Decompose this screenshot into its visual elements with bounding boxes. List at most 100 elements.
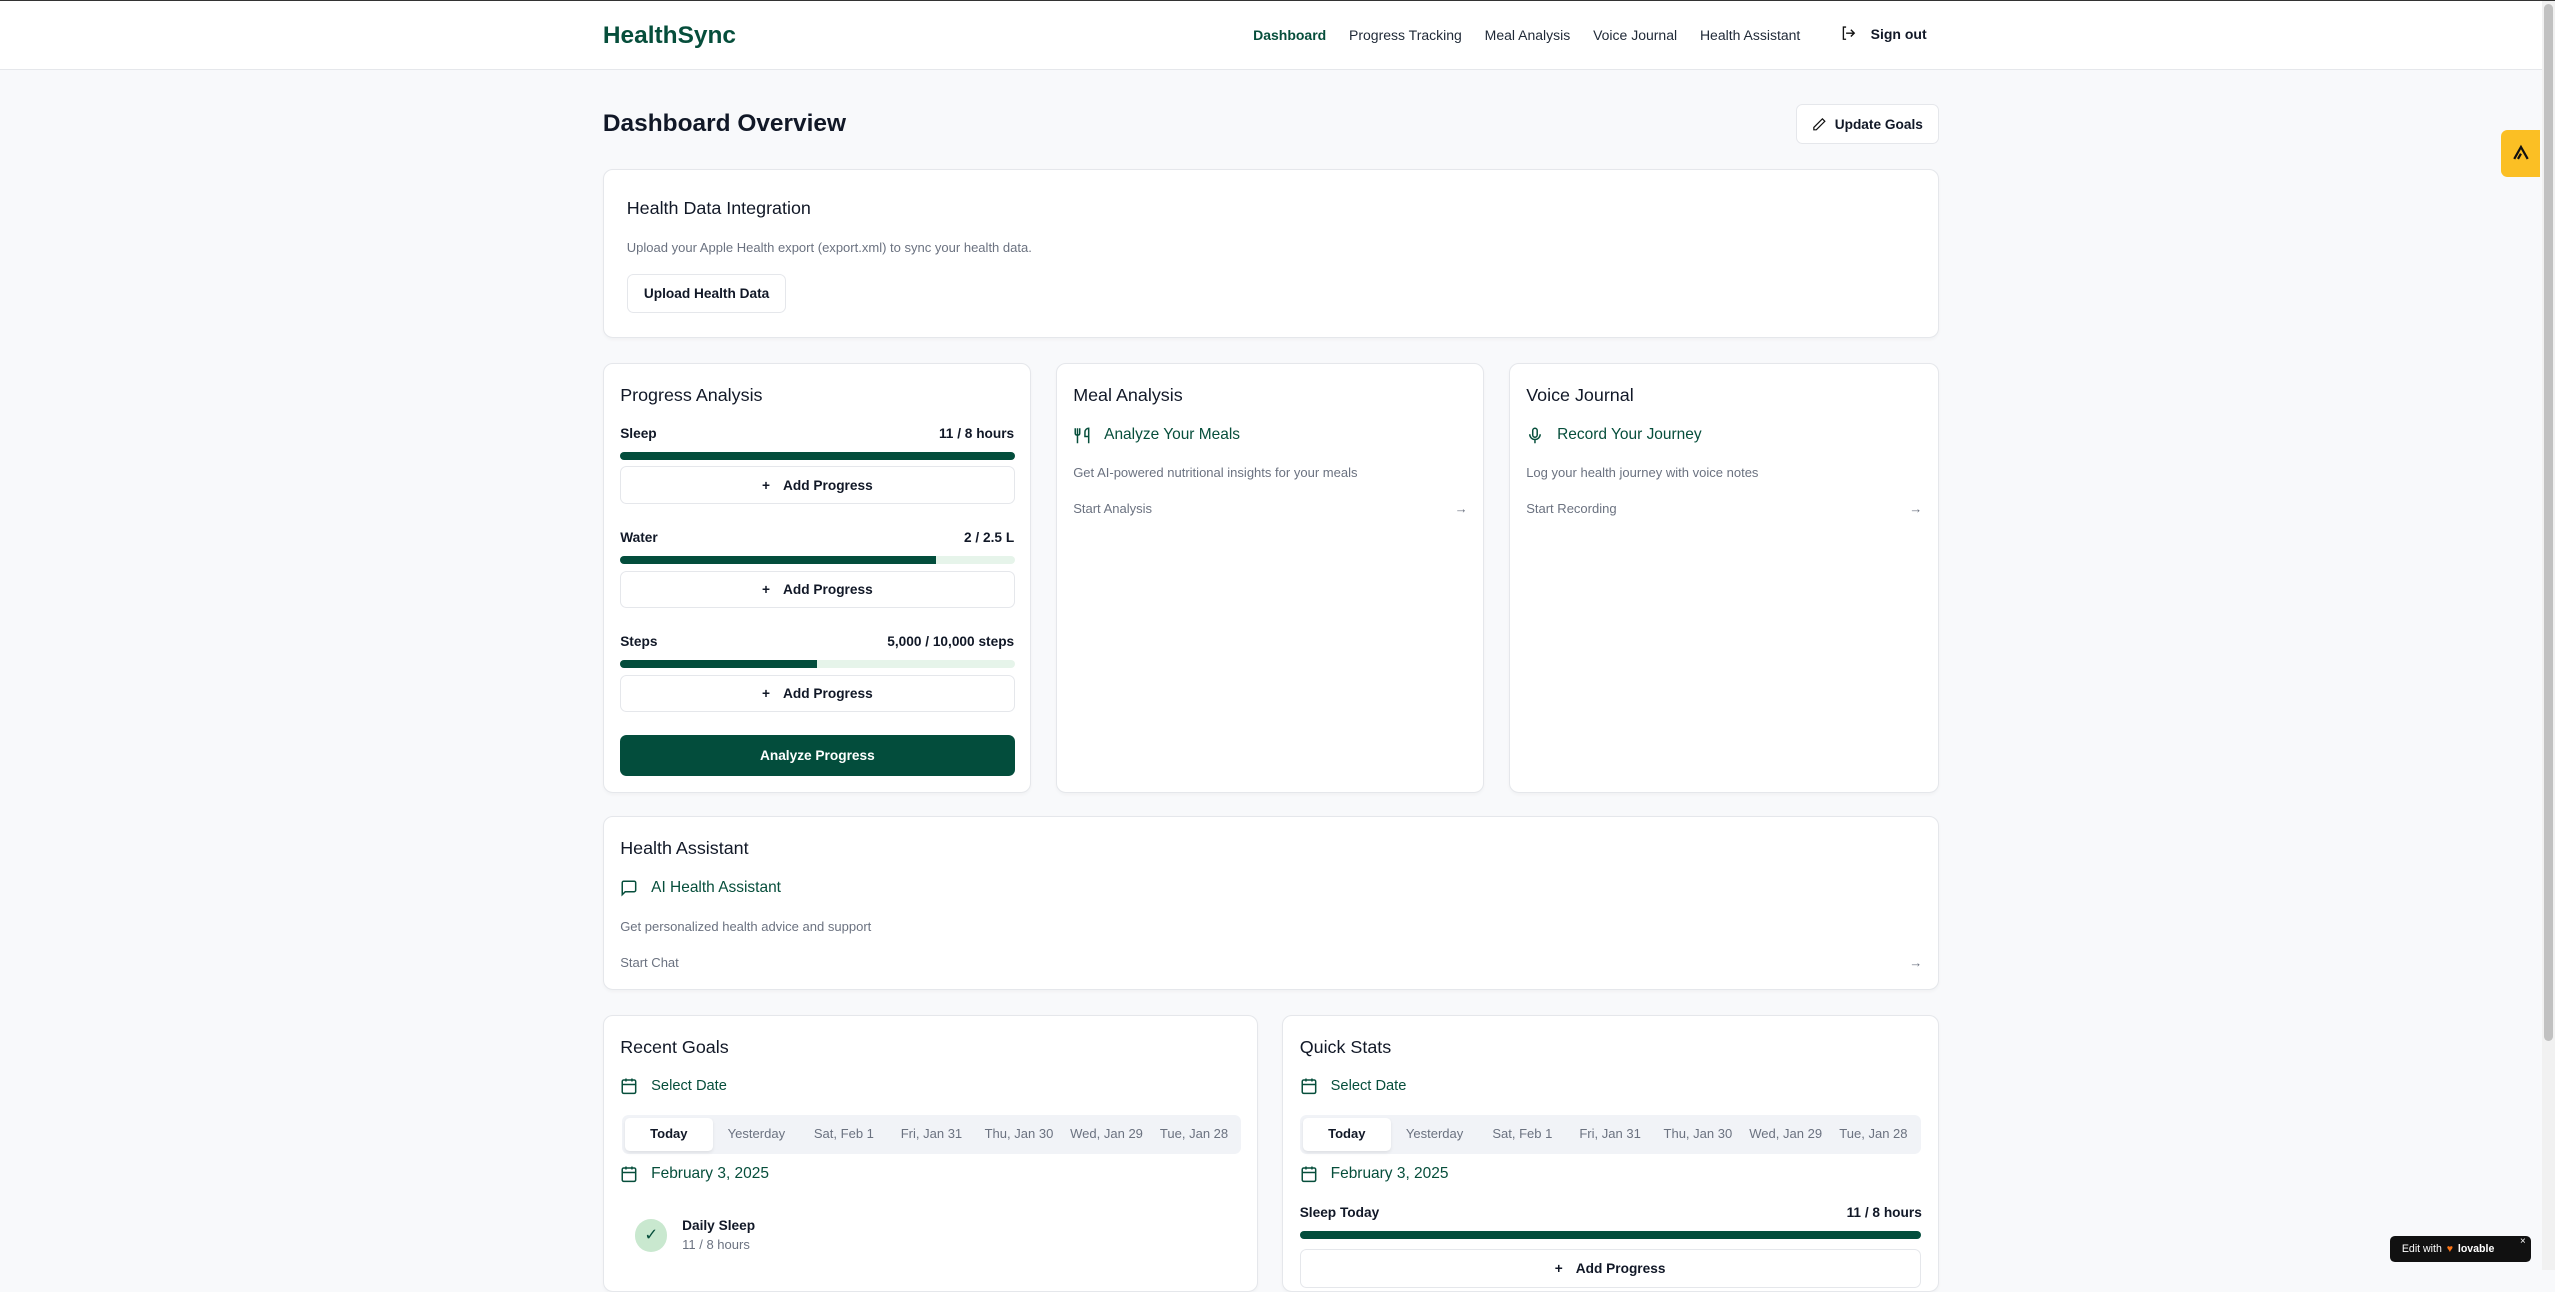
update-goals-button[interactable]: Update Goals: [1795, 103, 1940, 145]
date-tab[interactable]: Sat, Feb 1: [1492, 1126, 1553, 1142]
health-assistant-card: Health Assistant AI Health Assistant Get…: [602, 815, 1940, 991]
analyze-progress-button[interactable]: Analyze Progress: [620, 735, 1015, 776]
check-icon: ✓: [634, 1219, 668, 1252]
nav-health-assistant[interactable]: Health Assistant: [1699, 27, 1801, 44]
chat-icon: [621, 880, 637, 897]
date-tab[interactable]: Sat, Feb 1: [813, 1126, 874, 1142]
arrow-right-icon: →: [1909, 500, 1923, 516]
date-tab[interactable]: Thu, Jan 30: [984, 1126, 1054, 1142]
scrollbar[interactable]: [2542, 1, 2555, 1271]
recent-goals-card: Recent Goals Select Date Today Yesterday S…: [602, 1014, 1258, 1292]
card-description: Get personalized health advice and suppo…: [620, 919, 872, 935]
heading-label: AI Health Assistant: [651, 878, 781, 896]
heading-label: Analyze Your Meals: [1104, 426, 1241, 444]
select-date-text: Select Date: [651, 1078, 727, 1095]
widget-logo-icon: [2513, 145, 2529, 160]
date-tab[interactable]: Fri, Jan 31: [900, 1126, 963, 1142]
meal-analysis-card: Meal Analysis Analyze Your Meals Get AI-…: [1055, 362, 1485, 793]
progress-bar: [620, 451, 1015, 460]
analyze-meals-heading: Analyze Your Meals: [1073, 426, 1240, 446]
add-progress-button[interactable]: + Add Progress: [620, 570, 1015, 609]
date-tab[interactable]: Today: [625, 1118, 713, 1151]
arrow-right-icon: →: [1909, 955, 1923, 971]
voice-journal-card: Voice Journal Record Your Journey Log yo…: [1508, 362, 1940, 793]
progress-label: Steps: [620, 634, 658, 650]
sign-out-label: Sign out: [1870, 25, 1927, 42]
lovable-badge[interactable]: Edit with ♥ lovable ×: [2390, 1236, 2531, 1263]
progress-fill: [620, 660, 818, 669]
date-tab[interactable]: Wed, Jan 29: [1070, 1126, 1143, 1142]
progress-analysis-card: Progress Analysis Sleep 11 / 8 hours + Ad…: [602, 362, 1032, 793]
card-title: Meal Analysis: [1073, 384, 1183, 405]
progress-fill: [620, 556, 936, 565]
add-progress-button[interactable]: + Add Progress: [620, 674, 1015, 713]
plus-icon: +: [762, 686, 770, 702]
link-label: Start Chat: [620, 955, 679, 971]
microphone-icon: [1529, 427, 1542, 443]
progress-bar: [620, 660, 1015, 669]
quick-stats-card: Quick Stats Select Date Today Yesterday Sa…: [1282, 1014, 1940, 1292]
select-date-label[interactable]: Select Date: [1300, 1077, 1406, 1095]
page-title: Dashboard Overview: [602, 110, 847, 138]
selected-date: February 3, 2025: [1300, 1165, 1449, 1183]
stat-value: 11 / 8 hours: [1846, 1204, 1922, 1220]
progress-value: 5,000 / 10,000 steps: [887, 634, 1015, 650]
pencil-icon: [1813, 117, 1826, 131]
card-title: Voice Journal: [1526, 384, 1634, 405]
ai-assistant-heading: AI Health Assistant: [620, 879, 781, 897]
sign-out-icon: [1842, 26, 1855, 41]
close-icon[interactable]: ×: [2520, 1236, 2526, 1248]
calendar-icon: [621, 1166, 637, 1183]
nav-progress-tracking[interactable]: Progress Tracking: [1349, 27, 1462, 44]
add-progress-button[interactable]: + Add Progress: [1299, 1248, 1921, 1288]
side-widget-button[interactable]: [2501, 129, 2541, 177]
update-goals-label: Update Goals: [1834, 116, 1923, 132]
start-recording-link[interactable]: Start Recording →: [1526, 501, 1922, 516]
goal-item: ✓ Daily Sleep 11 / 8 hours: [634, 1217, 756, 1252]
logo[interactable]: HealthSync: [602, 22, 736, 50]
stat-progress-bar: [1299, 1230, 1921, 1239]
goal-name: Daily Sleep: [682, 1217, 756, 1233]
date-tab[interactable]: Fri, Jan 31: [1579, 1126, 1641, 1142]
card-title: Quick Stats: [1299, 1036, 1392, 1057]
heart-icon: ♥: [2446, 1243, 2454, 1256]
date-tab[interactable]: Tue, Jan 28: [1839, 1126, 1908, 1142]
date-text: February 3, 2025: [651, 1165, 769, 1183]
progress-label: Sleep: [620, 425, 657, 441]
date-tab[interactable]: Today: [1302, 1118, 1391, 1151]
progress-bar: [620, 556, 1015, 565]
nav-links: Dashboard Progress Tracking Meal Analysi…: [1253, 27, 1800, 43]
date-tab[interactable]: Tue, Jan 28: [1159, 1126, 1229, 1142]
progress-fill: [620, 451, 1015, 460]
progress-value: 11 / 8 hours: [938, 425, 1015, 441]
card-description: Log your health journey with voice notes: [1526, 464, 1759, 480]
sign-out-button[interactable]: Sign out: [1840, 25, 1927, 42]
add-progress-label: Add Progress: [1575, 1260, 1666, 1276]
date-tabs: Today Yesterday Sat, Feb 1 Fri, Jan 31 Thu, …: [621, 1114, 1242, 1155]
date-tab[interactable]: Thu, Jan 30: [1663, 1126, 1733, 1142]
calendar-icon: [621, 1078, 637, 1095]
date-tab[interactable]: Yesterday: [1405, 1126, 1464, 1142]
add-progress-button[interactable]: + Add Progress: [620, 466, 1015, 504]
top-nav: HealthSync Dashboard Progress Tracking M…: [0, 1, 2543, 71]
date-text: February 3, 2025: [1330, 1165, 1449, 1183]
plus-icon: +: [1554, 1260, 1563, 1276]
nav-dashboard[interactable]: Dashboard: [1253, 27, 1327, 44]
scrollbar-thumb[interactable]: [2543, 4, 2554, 1041]
nav-meal-analysis[interactable]: Meal Analysis: [1484, 27, 1571, 44]
start-chat-link[interactable]: Start Chat →: [620, 955, 1922, 970]
stat-label: Sleep Today: [1299, 1204, 1380, 1220]
card-title: Health Assistant: [620, 837, 749, 858]
date-tab[interactable]: Wed, Jan 29: [1749, 1126, 1823, 1142]
card-title: Health Data Integration: [626, 197, 811, 218]
start-analysis-link[interactable]: Start Analysis →: [1073, 501, 1467, 516]
date-tab[interactable]: Yesterday: [727, 1126, 786, 1142]
progress-label: Water: [620, 529, 658, 545]
card-description: Get AI-powered nutritional insights for …: [1073, 464, 1358, 480]
add-progress-label: Add Progress: [783, 477, 873, 493]
select-date-label[interactable]: Select Date: [620, 1077, 727, 1095]
selected-date: February 3, 2025: [620, 1165, 769, 1183]
plus-icon: +: [762, 581, 770, 597]
upload-health-data-button[interactable]: Upload Health Data: [626, 274, 787, 314]
nav-voice-journal[interactable]: Voice Journal: [1593, 27, 1678, 44]
